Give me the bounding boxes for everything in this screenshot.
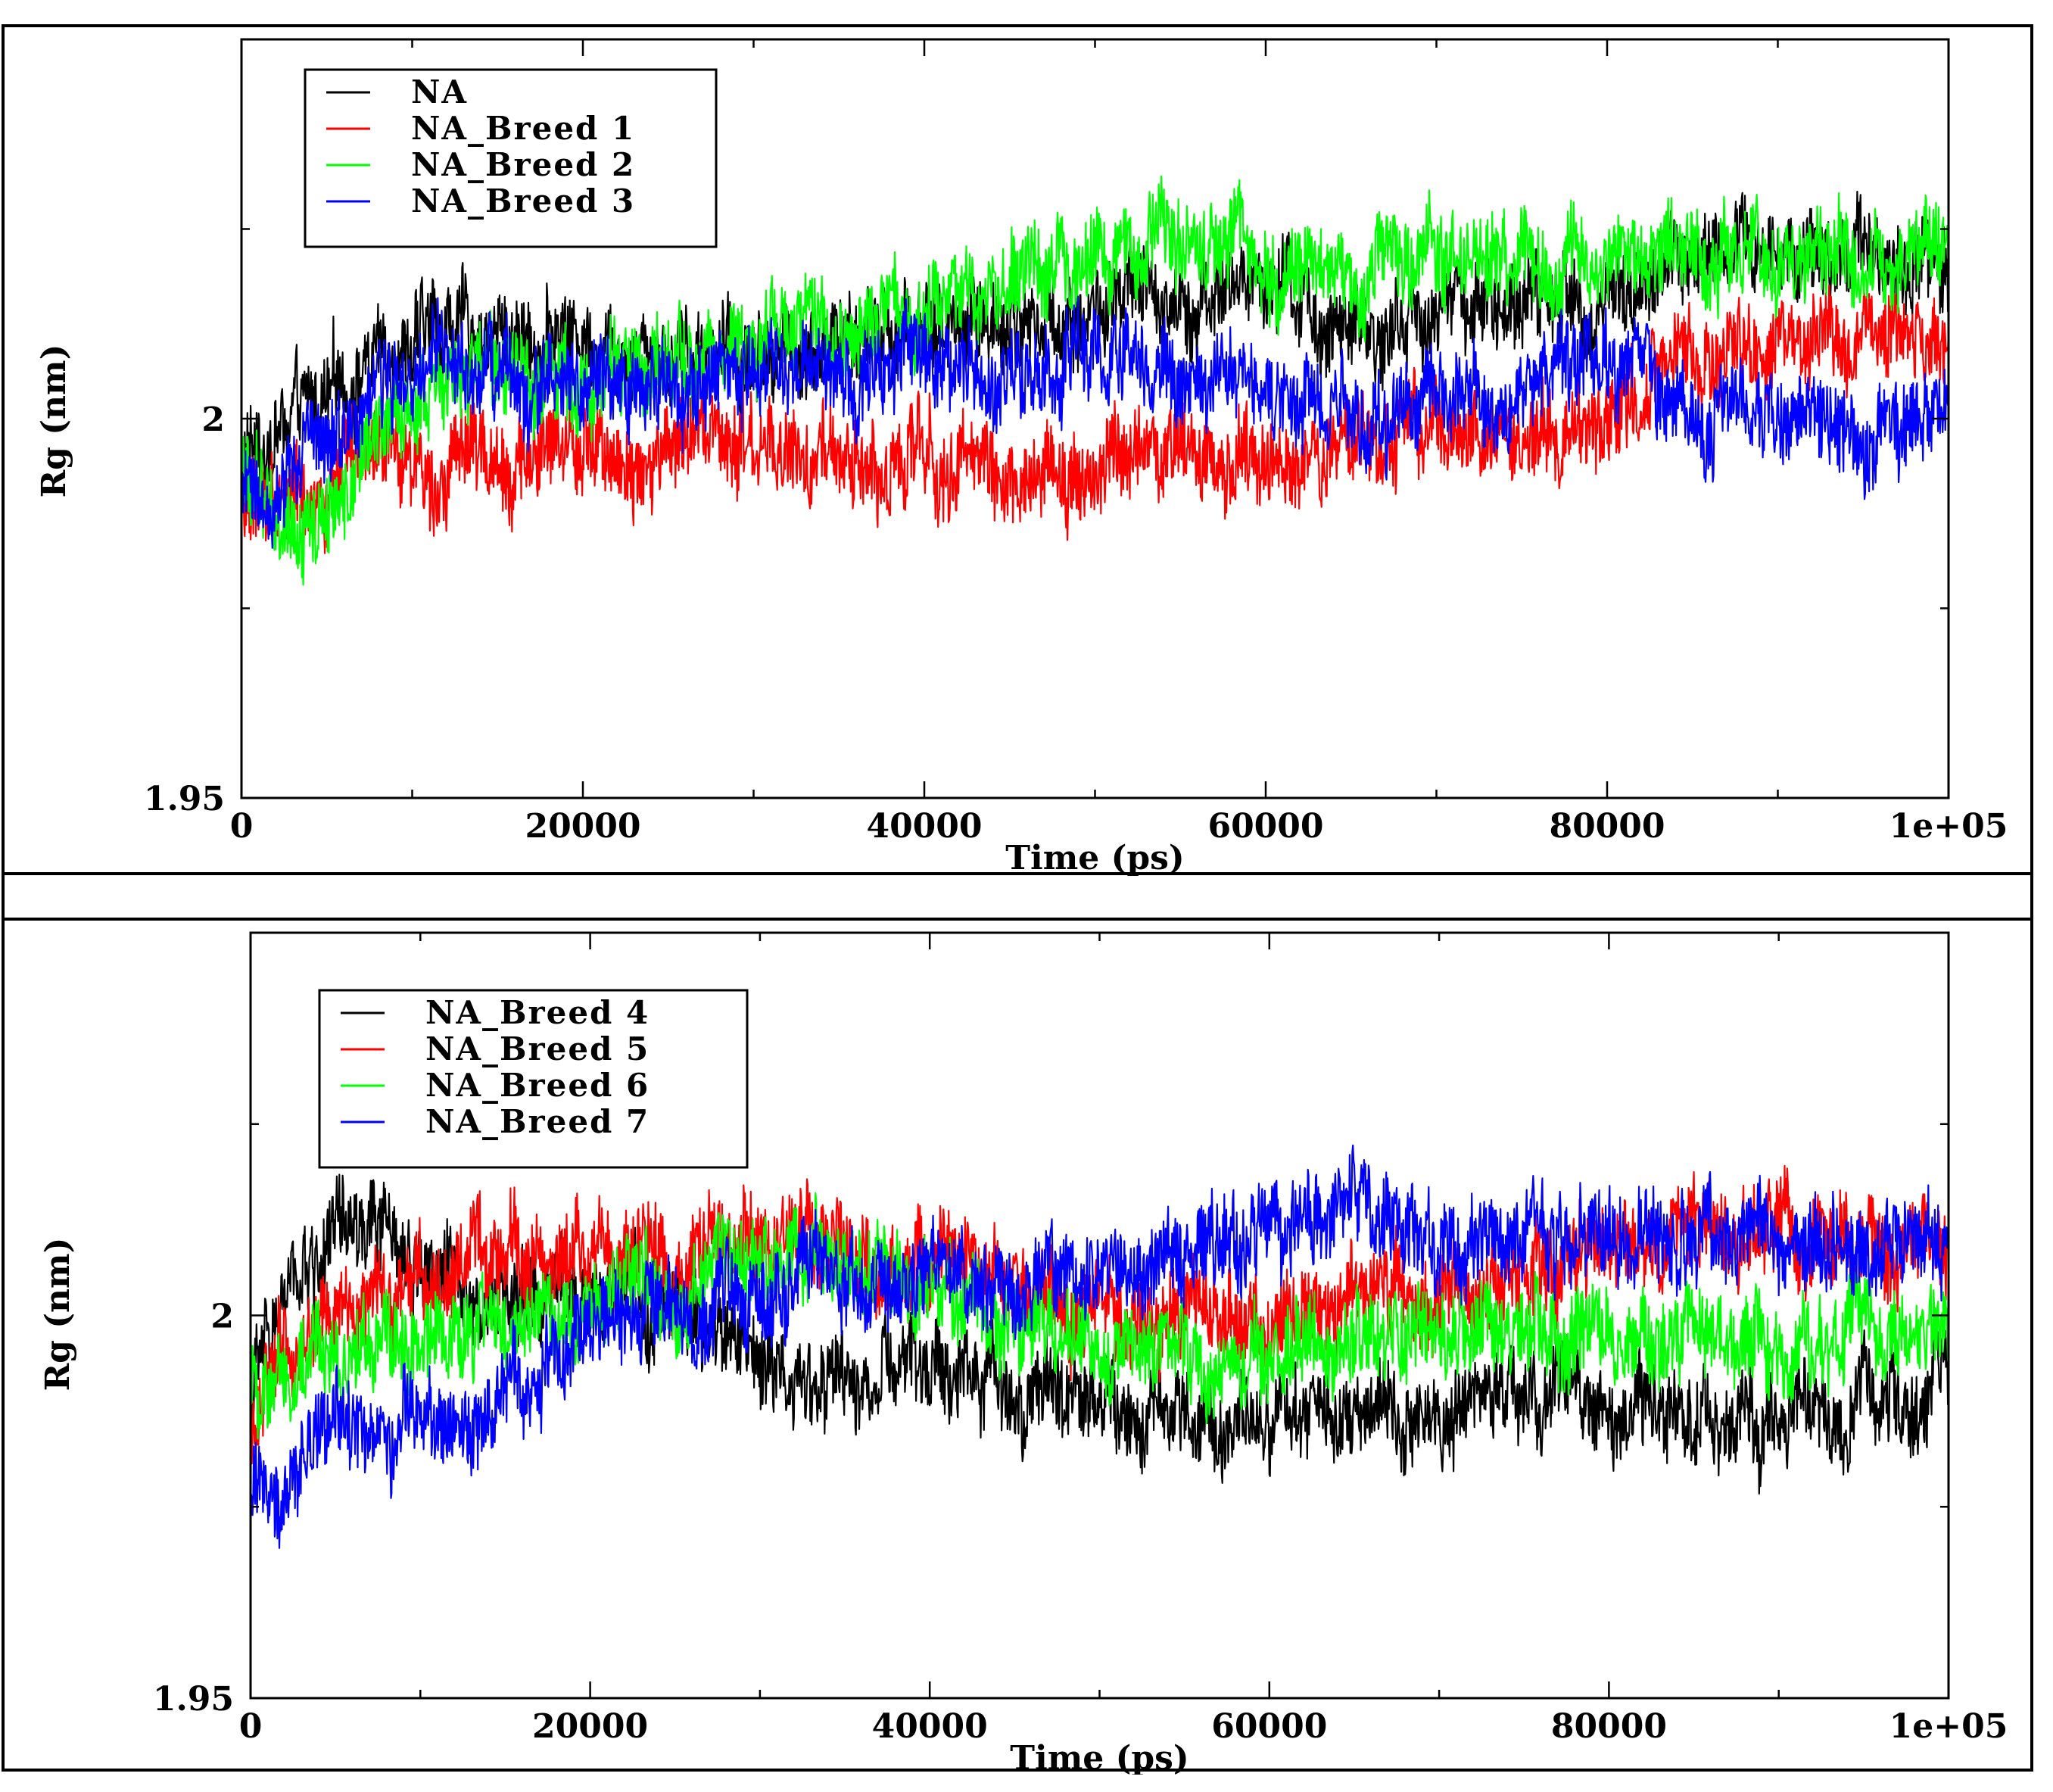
x-tick-label: 80000 [1551,1707,1667,1746]
x-tick-label: 60000 [1207,807,1323,846]
legend-label: NA_Breed 1 [411,110,635,147]
x-tick-label: 40000 [866,807,982,846]
legend-label: NA_Breed 5 [425,1030,650,1067]
x-axis-title: Time (ps) [1010,1739,1189,1775]
x-tick-label: 0 [239,1707,263,1746]
chart-panel-top: 0 20000 40000 60000 80000 1e+05 1.95 2 Time (ps)… [2,24,2033,877]
legend-label: NA_Breed 6 [425,1067,650,1104]
x-tick-label: 0 [230,807,254,846]
legend-label: NA [411,73,468,111]
legend-box [318,989,749,1169]
series-group [251,1144,1949,1550]
y-tick-label: 1.95 [144,780,225,818]
legend: NA_Breed 4NA_Breed 5NA_Breed 6NA_Breed 7 [318,989,749,1169]
x-tick-label: 20000 [532,1707,648,1746]
x-tick-label: 20000 [525,807,640,846]
series-line-na-breed-2 [241,175,1949,586]
legend-label: NA_Breed 7 [425,1103,650,1140]
y-tick-label: 2 [210,1298,234,1336]
x-tick-label: 80000 [1549,807,1665,846]
legend-label: NA_Breed 3 [411,182,635,220]
legend-box [304,68,718,248]
chart-panel-bottom: 0 20000 40000 60000 80000 1e+05 1.95 2 Time (ps)… [2,918,2033,1775]
x-tick-label: 1e+05 [1889,807,2008,846]
chart-top: 0 20000 40000 60000 80000 1e+05 1.95 2 Time (ps)… [35,38,2008,877]
legend-label: NA_Breed 4 [425,994,650,1031]
series-line-na-breed-7 [251,1144,1949,1550]
y-axis-title: Rg (nm) [39,1238,77,1392]
legend-label: NA_Breed 2 [411,146,635,183]
series-line-na-breed-3 [241,295,1949,549]
y-tick-label: 2 [201,400,225,439]
y-tick-label: 1.95 [153,1680,234,1719]
x-tick-label: 40000 [872,1707,988,1746]
x-tick-label: 60000 [1211,1707,1327,1746]
x-tick-label: 1e+05 [1889,1707,2008,1746]
panel-separator [2,875,2033,918]
chart-bottom: 0 20000 40000 60000 80000 1e+05 1.95 2 Time (ps)… [39,931,2008,1775]
y-axis-title: Rg (nm) [35,344,73,498]
x-axis-title: Time (ps) [1005,839,1185,877]
series-line-na-breed-6 [251,1192,1949,1440]
series-group [241,175,1949,586]
series-line-na-breed-1 [241,279,1949,554]
series-line-na-breed-4 [251,1173,1949,1495]
